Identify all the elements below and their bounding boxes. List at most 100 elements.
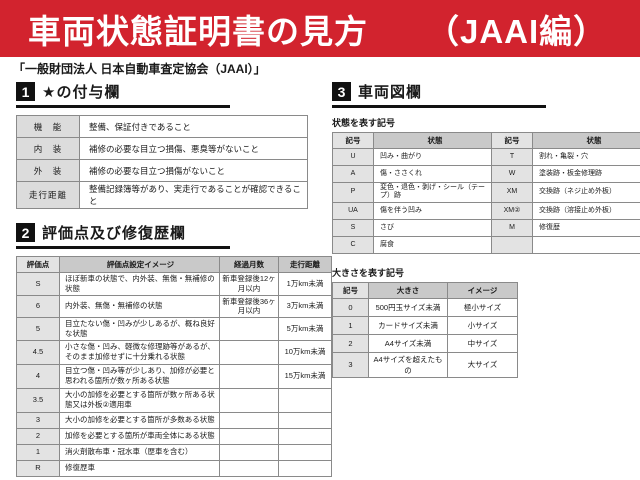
table-row: 2 A4サイズ未満 中サイズ [332,333,518,353]
months-cell [219,339,279,365]
table-row: P 変色・退色・剥げ・シール（テープ）跡 XM 交換跡（ネジ止め外板） [332,182,640,203]
symbol-cell: 1 [332,315,369,335]
state-cell: 腐食 [373,235,492,254]
state-cell: 塗装跡・板金修理跡 [532,165,640,183]
section2-number-badge: 2 [16,223,35,242]
size-cell: カードサイズ未満 [368,315,448,335]
desc-cell: 修復歴車 [59,459,220,477]
criteria-label: 機 能 [16,115,80,138]
image-cell: 大サイズ [447,351,518,378]
table-row: S さび M 修復歴 [332,218,640,237]
condition-table-label: 状態を表す記号 [332,118,396,128]
table-row: R 修復歴車 [16,459,332,477]
section3-title: 車両図欄 [358,84,423,101]
mileage-cell: 5万km未満 [278,317,332,341]
symbol-cell: W [491,165,533,183]
image-cell: 小サイズ [447,315,518,335]
state-cell: 修復歴 [532,218,640,237]
state-cell: 交換跡（ネジ止め外板） [532,182,640,203]
table-row: S ほぼ新車の状態で、内外装、無傷・無補修の状態 新車登録後12ヶ月以内 1万k… [16,272,332,296]
symbol-cell: T [491,148,533,166]
mileage-cell: 3万km未満 [278,294,332,318]
mileage-cell: 1万km未満 [278,272,332,296]
state-cell: 傷・ささくれ [373,165,492,183]
table-row: 1 消火剤散布車・冠水車（歴車を含む） [16,443,332,461]
criteria-label: 走行距離 [16,181,80,209]
mileage-cell [278,427,332,445]
months-cell [219,363,279,389]
table-row: 6 内外装、無傷・無補修の状態 新車登録後36ヶ月以内 3万km未満 [16,294,332,318]
col-header-mileage: 走行距離 [278,256,332,273]
criteria-desc: 補修の必要な目立つ損傷、悪臭等がないこと [79,137,308,160]
condition-symbol-table: 記号 状態 記号 状態 U 凹み・曲がり T 割れ・亀裂・穴 A 傷・ささくれ [332,132,640,254]
star-criteria-table: 機 能 整備、保証付きであること 内 装 補修の必要な目立つ損傷、悪臭等がないこ… [16,115,308,209]
score-cell: 3.5 [16,387,60,413]
months-cell [219,387,279,413]
symbol-cell: M [491,218,533,237]
organization-subtitle: 「一般財団法人 日本自動車査定協会（JAAI）」 [13,62,266,76]
state-cell: さび [373,218,492,237]
desc-cell: 目立たない傷・凹みが少しあるが、概ね良好な状態 [59,317,220,341]
col-header-symbol: 記号 [332,281,369,299]
months-cell [219,427,279,445]
score-cell: 1 [16,443,60,461]
score-cell: 4.5 [16,339,60,365]
table-row: C 腐食 [332,235,640,254]
size-cell: A4サイズ未満 [368,333,448,353]
content-columns: 1 ★の付与欄 機 能 整備、保証付きであること 内 装 補修の必要な目立つ損傷… [0,77,640,477]
section2-header: 2 評価点及び修復歴欄 [16,222,230,249]
right-column: 3 車両図欄 状態を表す記号 記号 状態 記号 状態 U 凹み・曲がり T [332,81,640,477]
section3-number-badge: 3 [332,82,351,101]
months-cell [219,411,279,429]
symbol-cell: P [332,182,374,203]
symbol-cell: 3 [332,351,369,378]
table-row: 4.5 小さな傷・凹み、軽微な修理跡等があるが、そのまま加修せずに十分乗れる状態… [16,339,332,365]
symbol-cell: XM② [491,201,533,220]
symbol-cell: A [332,165,374,183]
table-row: 5 目立たない傷・凹みが少しあるが、概ね良好な状態 5万km未満 [16,317,332,341]
table-row: 走行距離 整備記録簿等があり、実走行であることが確認できること [16,181,308,209]
col-header-image: 評価点設定イメージ [59,256,220,273]
desc-cell: 小さな傷・凹み、軽微な修理跡等があるが、そのまま加修せずに十分乗れる状態 [59,339,220,365]
table-row: 3.5 大小の加修を必要とする箇所が数ヶ所ある状態又は外板②適用車 [16,387,332,413]
title-banner: 車両状態証明書の見方 （JAAI編） [0,0,640,57]
symbol-cell: XM [491,182,533,203]
state-cell: 傷を伴う凹み [373,201,492,220]
table-row: 2 加修を必要とする箇所が車両全体にある状態 [16,427,332,445]
table-row: 3 A4サイズを超えたもの 大サイズ [332,351,518,378]
col-header-state: 状態 [373,132,492,149]
criteria-desc: 補修の必要な目立つ損傷がないこと [79,159,308,182]
score-cell: 6 [16,294,60,318]
criteria-label: 内 装 [16,137,80,160]
table-header-row: 記号 状態 記号 状態 [332,132,640,149]
section3-header: 3 車両図欄 [332,81,546,108]
page-title-edition: （JAAI編） [426,12,608,50]
table-row: 外 装 補修の必要な目立つ損傷がないこと [16,159,308,182]
mileage-cell: 15万km未満 [278,363,332,389]
desc-cell: 内外装、無傷・無補修の状態 [59,294,220,318]
score-cell: 3 [16,411,60,429]
table-header-row: 記号 大きさ イメージ [332,281,518,299]
image-cell: 中サイズ [447,333,518,353]
col-header-symbol: 記号 [491,132,533,149]
desc-cell: 加修を必要とする箇所が車両全体にある状態 [59,427,220,445]
state-cell: 交換跡（溶接止め外板） [532,201,640,220]
score-cell: 5 [16,317,60,341]
table-row: 1 カードサイズ未満 小サイズ [332,315,518,335]
symbol-cell: U [332,148,374,166]
desc-cell: ほぼ新車の状態で、内外装、無傷・無補修の状態 [59,272,220,296]
table-row: A 傷・ささくれ W 塗装跡・板金修理跡 [332,165,640,183]
mileage-cell [278,387,332,413]
table-header-row: 評価点 評価点設定イメージ 経過月数 走行距離 [16,256,332,273]
criteria-desc: 整備、保証付きであること [79,115,308,138]
mileage-cell [278,459,332,477]
symbol-cell: 0 [332,297,369,317]
score-cell: R [16,459,60,477]
desc-cell: 大小の加修を必要とする箇所が数ヶ所ある状態又は外板②適用車 [59,387,220,413]
desc-cell: 消火剤散布車・冠水車（歴車を含む） [59,443,220,461]
symbol-cell: S [332,218,374,237]
criteria-label: 外 装 [16,159,80,182]
page-title: 車両状態証明書の見方 [28,12,368,50]
months-cell: 新車登録後12ヶ月以内 [219,272,279,296]
